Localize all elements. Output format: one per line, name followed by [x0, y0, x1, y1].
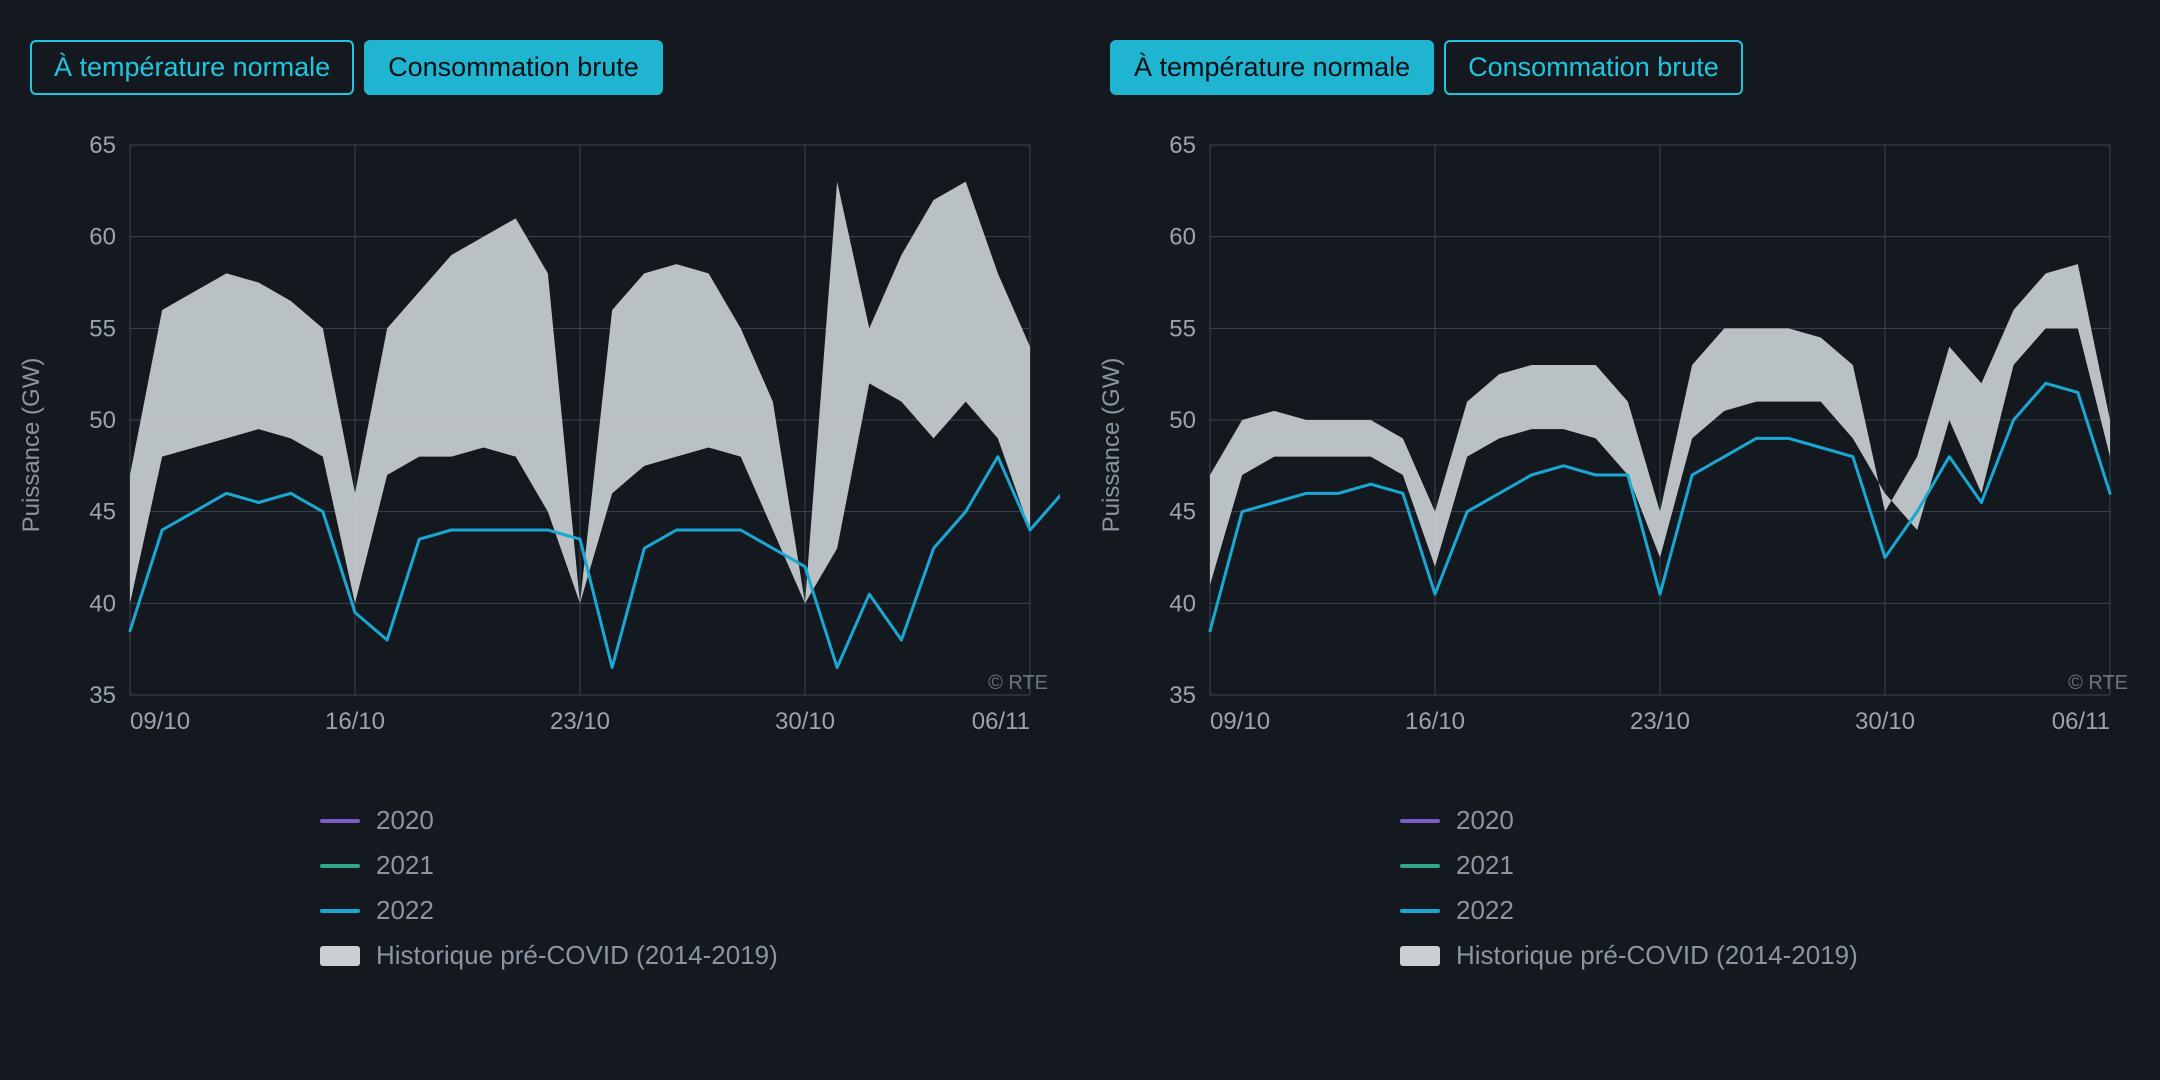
svg-text:© RTE: © RTE [2068, 672, 2128, 694]
legend-right: 2020 2021 2022 Historique pré-COVID (201… [1100, 805, 2140, 971]
svg-text:30/10: 30/10 [1855, 708, 1915, 735]
chart-svg: 35 40 45 50 55 60 65 09/10 16/10 23/10 30/10 06/11 ©… [1120, 125, 2140, 765]
legend-item-2020[interactable]: 2020 [1400, 805, 1514, 836]
svg-text:55: 55 [89, 315, 116, 342]
svg-text:40: 40 [1169, 590, 1196, 617]
svg-text:65: 65 [1169, 132, 1196, 159]
legend-swatch [1400, 864, 1440, 868]
panel-left: À température normale Consommation brute… [0, 0, 1080, 1080]
legend-label: 2021 [376, 850, 434, 881]
legend-swatch [320, 864, 360, 868]
legend-swatch [1400, 909, 1440, 913]
svg-text:23/10: 23/10 [1630, 708, 1690, 735]
tab-consommation-brute[interactable]: Consommation brute [364, 40, 663, 95]
legend-label: 2022 [1456, 895, 1514, 926]
legend-label: 2020 [376, 805, 434, 836]
svg-text:50: 50 [89, 407, 116, 434]
svg-text:50: 50 [1169, 407, 1196, 434]
legend-item-2021[interactable]: 2021 [1400, 850, 1514, 881]
legend-label: Historique pré-COVID (2014-2019) [1456, 940, 1858, 971]
legend-swatch [1400, 819, 1440, 823]
svg-text:60: 60 [1169, 224, 1196, 251]
legend-item-historique[interactable]: Historique pré-COVID (2014-2019) [320, 940, 778, 971]
legend-swatch [1400, 946, 1440, 966]
y-axis-label: Puissance (GW) [1098, 358, 1126, 533]
legend-item-2020[interactable]: 2020 [320, 805, 434, 836]
legend-swatch [320, 819, 360, 823]
svg-text:45: 45 [1169, 499, 1196, 526]
legend-item-2022[interactable]: 2022 [1400, 895, 1514, 926]
svg-text:© RTE: © RTE [988, 672, 1048, 694]
legend-label: 2022 [376, 895, 434, 926]
svg-text:16/10: 16/10 [1405, 708, 1465, 735]
svg-text:09/10: 09/10 [130, 708, 190, 735]
svg-text:16/10: 16/10 [325, 708, 385, 735]
svg-text:65: 65 [89, 132, 116, 159]
legend-left: 2020 2021 2022 Historique pré-COVID (201… [20, 805, 1060, 971]
svg-text:45: 45 [89, 499, 116, 526]
chart-svg: 35 40 45 50 55 60 65 09/10 16/10 23/10 30/10 06/11 ©… [40, 125, 1060, 765]
chart-left: Puissance (GW) 3540455055606509/1016/102… [40, 125, 1060, 765]
legend-item-historique[interactable]: Historique pré-COVID (2014-2019) [1400, 940, 1858, 971]
tab-temperature-normale[interactable]: À température normale [30, 40, 354, 95]
svg-text:35: 35 [1169, 682, 1196, 709]
tabs-right: À température normale Consommation brute [1110, 40, 2140, 95]
tabs-left: À température normale Consommation brute [30, 40, 1060, 95]
y-axis-label: Puissance (GW) [18, 358, 46, 533]
legend-label: 2020 [1456, 805, 1514, 836]
svg-text:40: 40 [89, 590, 116, 617]
tab-temperature-normale[interactable]: À température normale [1110, 40, 1434, 95]
legend-swatch [320, 909, 360, 913]
svg-text:06/11: 06/11 [972, 708, 1030, 735]
legend-item-2021[interactable]: 2021 [320, 850, 434, 881]
svg-text:55: 55 [1169, 315, 1196, 342]
svg-text:06/11: 06/11 [2052, 708, 2110, 735]
dashboard: À température normale Consommation brute… [0, 0, 2160, 1080]
svg-text:60: 60 [89, 224, 116, 251]
legend-swatch [320, 946, 360, 966]
legend-item-2022[interactable]: 2022 [320, 895, 434, 926]
svg-text:09/10: 09/10 [1210, 708, 1270, 735]
svg-text:35: 35 [89, 682, 116, 709]
legend-label: 2021 [1456, 850, 1514, 881]
legend-label: Historique pré-COVID (2014-2019) [376, 940, 778, 971]
chart-right: Puissance (GW) 3540455055606509/1016/102… [1120, 125, 2140, 765]
svg-text:23/10: 23/10 [550, 708, 610, 735]
svg-text:30/10: 30/10 [775, 708, 835, 735]
tab-consommation-brute[interactable]: Consommation brute [1444, 40, 1743, 95]
panel-right: À température normale Consommation brute… [1080, 0, 2160, 1080]
